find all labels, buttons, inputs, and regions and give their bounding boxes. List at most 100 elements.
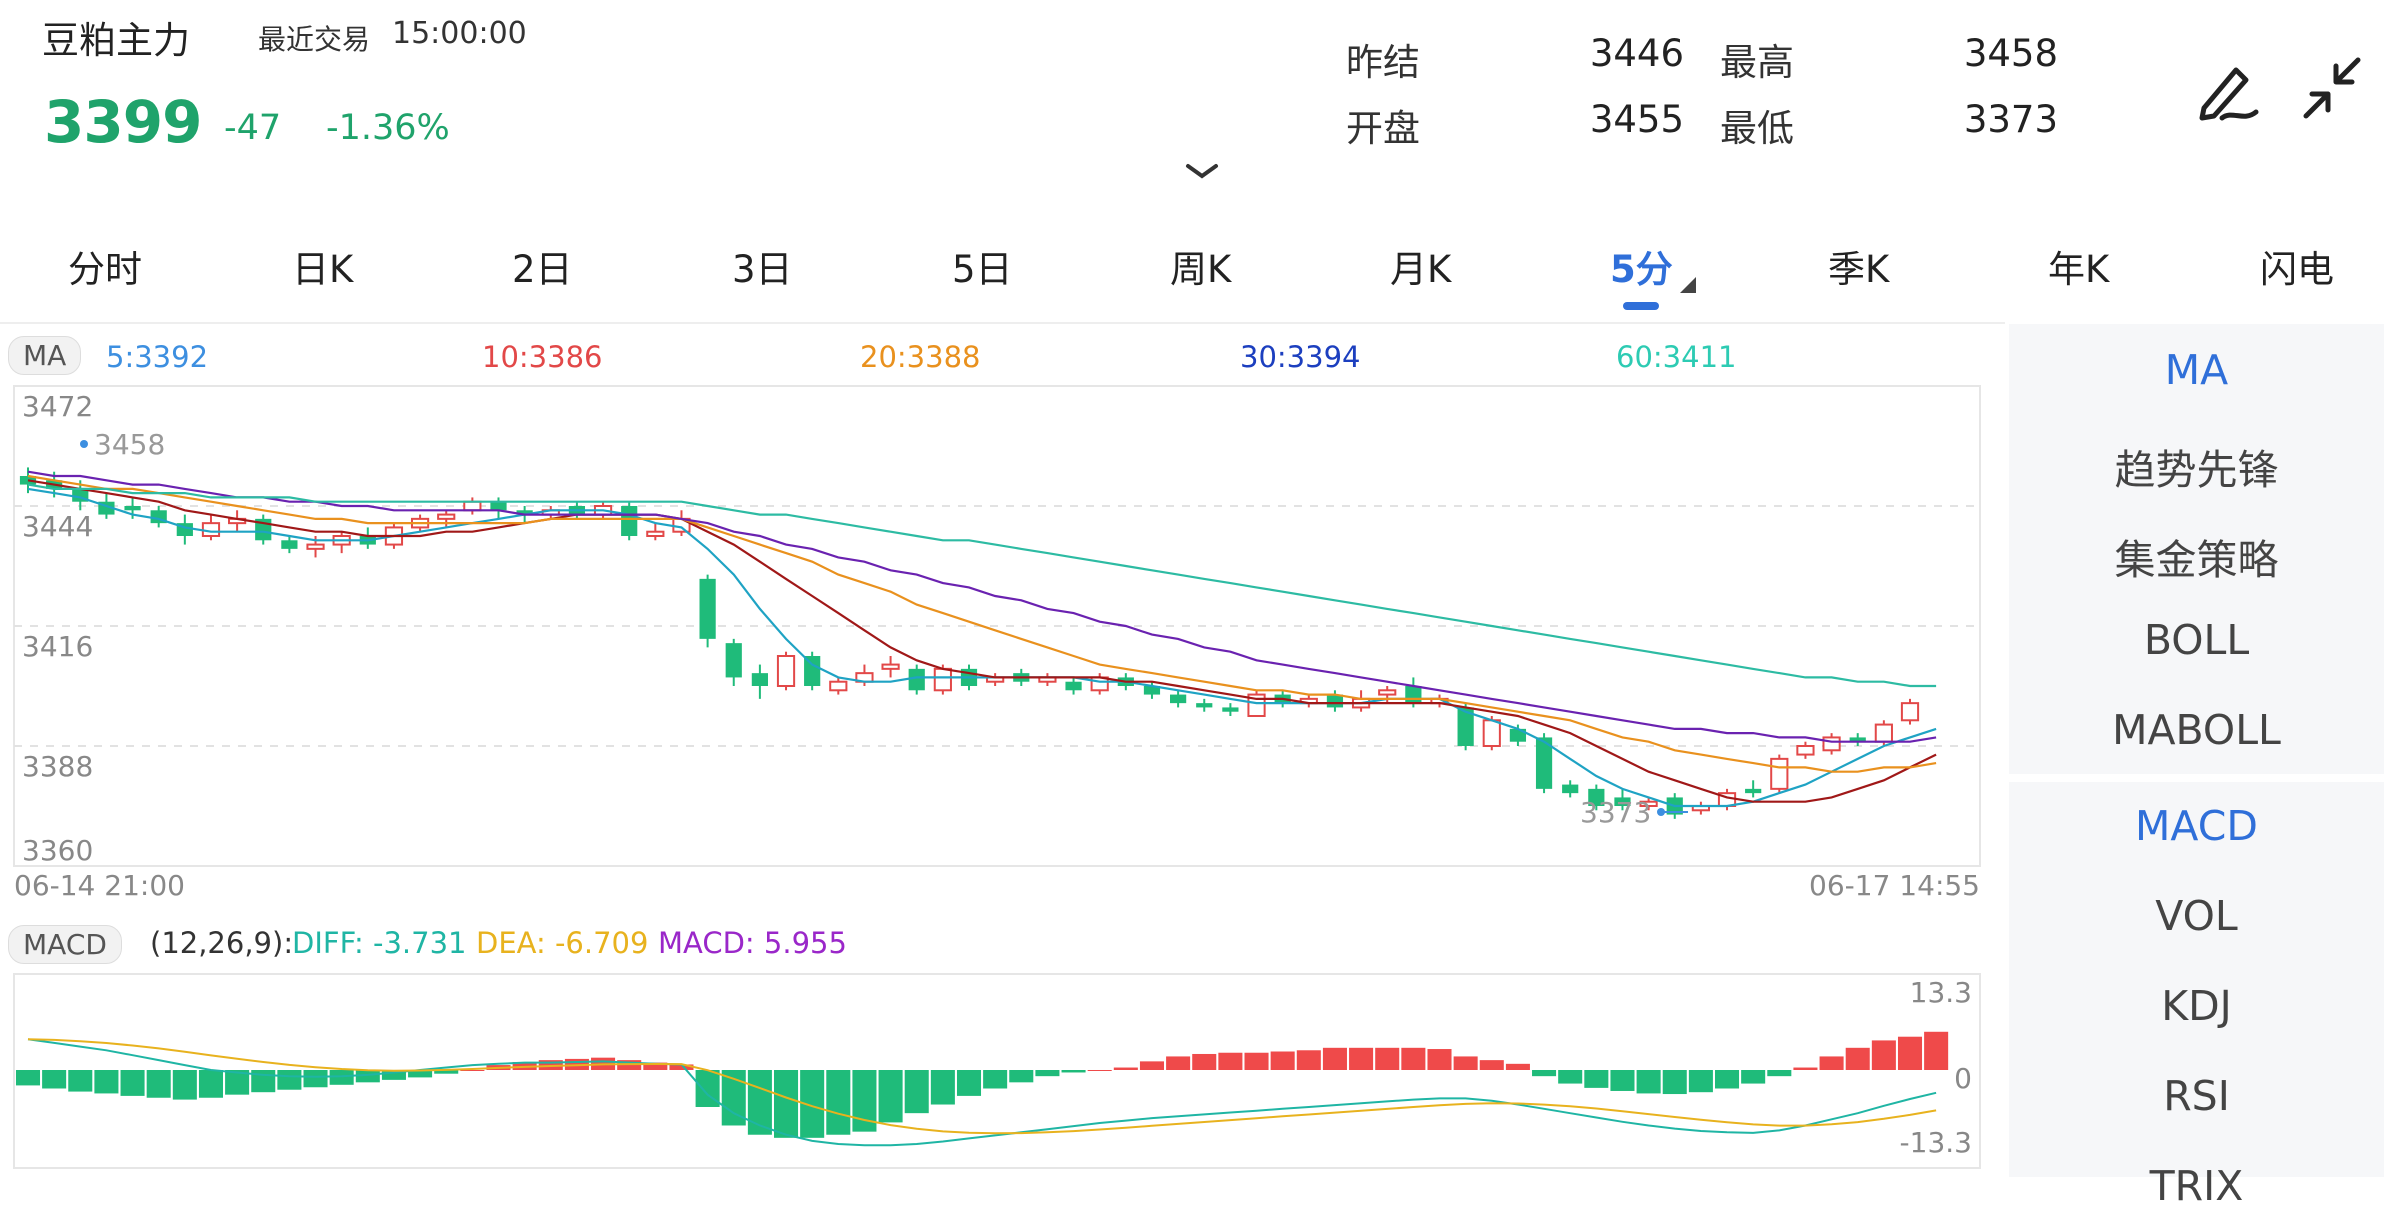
candle-down[interactable] <box>804 656 821 686</box>
expand-quotes-chevron-icon[interactable] <box>1184 160 1220 186</box>
candle-down[interactable] <box>1326 694 1344 708</box>
ma10-line <box>27 479 1937 803</box>
quote-value-open: 3455 <box>1589 98 1684 141</box>
macd-bar <box>1009 1070 1034 1083</box>
tab-yearly-k[interactable]: 年K <box>2048 248 2110 291</box>
candle-down[interactable] <box>1405 686 1422 704</box>
macd-indicator-pill[interactable]: MACD <box>8 925 122 964</box>
tab-3-day[interactable]: 3日 <box>732 248 793 291</box>
sidebar-item-ma[interactable]: MA <box>2164 346 2229 394</box>
price-change: -47 <box>224 108 282 148</box>
sidebar-item-boll[interactable]: BOLL <box>2143 616 2250 664</box>
candle-up[interactable] <box>646 530 665 537</box>
candle-down[interactable] <box>1196 703 1213 708</box>
sidebar-item-jijin[interactable]: 集金策略 <box>2114 536 2279 584</box>
ma5-value: 5:3392 <box>106 340 209 374</box>
macd-bar <box>1218 1052 1243 1070</box>
edit-draw-icon[interactable] <box>2192 50 2272 130</box>
candle-up[interactable] <box>829 680 848 692</box>
macd-bar <box>329 1070 354 1085</box>
candle-down[interactable] <box>725 643 742 678</box>
candle-up[interactable] <box>201 522 221 537</box>
macd-bar <box>774 1070 799 1138</box>
ma-indicator-pill[interactable]: MA <box>8 336 82 375</box>
candle-down[interactable] <box>751 673 768 686</box>
sidebar-item-rsi[interactable]: RSI <box>2163 1072 2230 1120</box>
candle-down[interactable] <box>1562 784 1579 794</box>
candle-up[interactable] <box>1770 757 1789 790</box>
macd-bar <box>146 1070 171 1098</box>
candle-up[interactable] <box>776 655 796 687</box>
candle-down[interactable] <box>1745 788 1762 794</box>
y-tick-label: 3388 <box>22 750 93 783</box>
tab-monthly-k[interactable]: 月K <box>1390 248 1452 291</box>
sidebar-item-macd[interactable]: MACD <box>2135 802 2258 850</box>
candle-down[interactable] <box>516 510 533 515</box>
dropdown-triangle-icon[interactable] <box>1680 277 1696 297</box>
candle-down[interactable] <box>19 476 37 485</box>
y-tick-label: 3360 <box>22 834 93 867</box>
tab-fenshi[interactable]: 分时 <box>68 248 142 291</box>
candle-up[interactable] <box>1796 745 1815 756</box>
macd-bar <box>94 1070 119 1094</box>
candle-down[interactable] <box>124 506 141 511</box>
candle-up[interactable] <box>1900 702 1920 722</box>
macd-bar <box>1662 1070 1687 1095</box>
candle-down[interactable] <box>1170 694 1187 704</box>
macd-bar <box>1139 1061 1164 1070</box>
y-tick-label: 3416 <box>22 630 93 663</box>
candle-down[interactable] <box>1222 707 1239 712</box>
collapse-icon[interactable] <box>2292 50 2372 130</box>
tab-flash[interactable]: 闪电 <box>2260 248 2334 291</box>
candle-down[interactable] <box>908 668 925 691</box>
tab-quarterly-k[interactable]: 季K <box>1828 248 1890 291</box>
sidebar-item-maboll[interactable]: MABOLL <box>2112 706 2281 754</box>
tab-2-day[interactable]: 2日 <box>512 248 573 291</box>
candle-down[interactable] <box>1614 797 1631 806</box>
sidebar-item-trix[interactable]: TRIX <box>2149 1162 2244 1210</box>
candle-down[interactable] <box>699 578 716 639</box>
candle-down[interactable] <box>621 506 638 536</box>
candle-up[interactable] <box>463 500 482 512</box>
macd-bar <box>120 1070 145 1096</box>
macd-bar <box>1087 1070 1112 1071</box>
tab-weekly-k[interactable]: 周K <box>1170 248 1232 291</box>
quote-value-low: 3373 <box>1963 98 2058 141</box>
macd-chart[interactable]: 13.3 0 -13.3 <box>0 968 2005 1177</box>
tab-daily-k[interactable]: 日K <box>292 248 354 291</box>
candle-up[interactable] <box>306 543 325 550</box>
candle-up[interactable] <box>1378 689 1397 696</box>
candle-down[interactable] <box>1588 788 1605 806</box>
candle-down[interactable] <box>1143 686 1161 695</box>
candle-up[interactable] <box>437 513 456 520</box>
candle-down[interactable] <box>1065 681 1082 691</box>
macd-bar <box>1871 1040 1896 1070</box>
sidebar-item-trend[interactable]: 趋势先锋 <box>2114 446 2279 494</box>
candle-up[interactable] <box>1482 719 1501 747</box>
macd-bar <box>355 1070 380 1083</box>
candle-up[interactable] <box>881 663 900 670</box>
candle-up[interactable] <box>1822 736 1841 752</box>
candle-up[interactable] <box>933 667 952 692</box>
macd-y-tick: -13.3 <box>1900 1126 1972 1159</box>
macd-bar <box>983 1070 1008 1089</box>
low-marker-label: 3373 <box>1580 796 1651 829</box>
sidebar-item-vol[interactable]: VOL <box>2155 892 2238 940</box>
macd-bar <box>1035 1070 1060 1077</box>
macd-bar <box>1532 1070 1557 1077</box>
candle-down[interactable] <box>281 540 298 549</box>
last-price: 3399 <box>44 88 202 156</box>
candle-down[interactable] <box>1849 737 1866 742</box>
tab-5-day[interactable]: 5日 <box>952 248 1013 291</box>
macd-params: (12,26,9): <box>150 926 294 960</box>
ma30-value: 30:3394 <box>1240 340 1361 374</box>
candle-up[interactable] <box>1639 800 1658 808</box>
candle-up[interactable] <box>1874 723 1893 743</box>
sidebar-item-kdj[interactable]: KDJ <box>2161 982 2232 1030</box>
macd-bar <box>1113 1067 1138 1070</box>
candle-down[interactable] <box>1457 707 1474 746</box>
candle-down[interactable] <box>490 501 507 511</box>
candle-down[interactable] <box>1535 737 1553 789</box>
kline-chart[interactable]: 3472 3444 3416 3388 3360 3458 3373 06-14… <box>0 376 2005 906</box>
tab-5-min[interactable]: 5分 <box>1610 248 1673 291</box>
